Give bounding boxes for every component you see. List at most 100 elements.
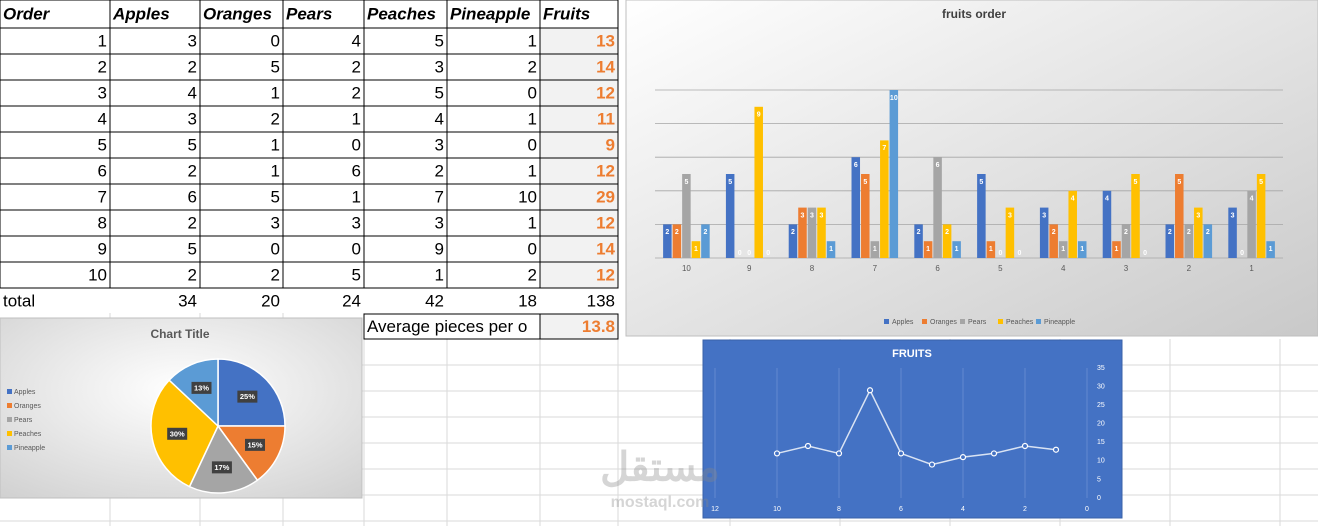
x-tick-label: 0 [1085,506,1089,513]
cell-text: 10 [518,187,537,206]
watermark: مستقل mostaql.com [600,446,720,512]
data-label: 2 [917,229,921,236]
cell-text: Pears [286,4,332,23]
cell-border [446,131,541,159]
bar [672,224,682,258]
data-label: 30% [170,429,185,438]
data-label: 0 [1017,250,1021,257]
cell-text: 1 [271,161,280,180]
bar [977,174,986,258]
cell-text: 5 [188,135,197,154]
cell-bg [540,54,618,80]
cell-text: Apples [112,4,170,23]
point [866,387,874,394]
cell-text: 0 [271,31,280,50]
bar [1165,224,1175,258]
watermark-text: مستقل [600,446,720,490]
legend-swatch [7,431,12,436]
bar [1131,174,1140,258]
x-tick-label: 10 [773,506,781,513]
data-label: 1 [1115,246,1119,253]
pie-slice [188,424,259,494]
point [835,450,843,457]
label-box [211,461,232,474]
bar [861,174,870,258]
legend-swatch [960,319,965,324]
cell-text: 3 [188,109,197,128]
bar [682,174,691,258]
data-label: 17% [214,463,229,472]
cell-text: 11 [597,109,615,128]
cell-border [109,53,201,81]
x-tick-label: 10 [682,264,691,273]
y-tick-label: 35 [1097,365,1105,372]
data-label: 5 [1259,179,1263,186]
cell-text: 9 [98,239,107,258]
bar [1184,224,1194,258]
data-label: 3 [820,212,824,219]
bar [1039,207,1049,258]
data-label: 13% [194,383,209,392]
legend-label: Apples [892,319,914,326]
bar [986,241,996,258]
data-label: 1 [955,246,959,253]
bar [942,224,952,258]
cell-text: 9 [606,135,615,154]
cell-text: 4 [352,31,361,50]
data-label: 1 [1080,246,1084,253]
label-box [245,438,266,451]
y-tick-label: 5 [1097,476,1101,483]
cell-text: 6 [98,161,107,180]
legend-label: Oranges [14,403,41,410]
x-tick-label: 6 [899,506,903,513]
legend-label: Apples [14,389,36,396]
cell-bg [540,184,618,210]
cell-text: 24 [342,291,361,310]
cell-text: 2 [352,57,361,76]
bar [701,224,710,258]
cell-bg [540,262,618,288]
point [1052,446,1060,453]
bar [889,90,899,258]
bar [725,174,735,258]
cell-text: 5 [98,135,107,154]
data-label: 4 [1105,196,1109,203]
cell-text: 12 [596,265,615,284]
x-tick-label: 8 [837,506,841,513]
data-label: 0 [1240,250,1244,257]
data-label: 5 [1134,179,1138,186]
cell-text: 3 [435,213,444,232]
legend-label: Peaches [14,431,42,438]
bar [826,241,836,258]
cell-bg [540,106,618,132]
legend-swatch [7,417,12,422]
cell-text: 0 [352,135,361,154]
cell-border [0,79,111,107]
cell-text: 7 [435,187,444,206]
cell-text: 6 [188,187,197,206]
bar [1077,241,1087,258]
x-tick-label: 12 [711,506,719,513]
cell-border [109,183,201,211]
point [990,450,998,457]
cell-text: 4 [435,109,444,128]
data-label: 5 [728,179,732,186]
cell-border [446,261,541,289]
data-label: 2 [1206,229,1210,236]
cell-text: 0 [271,239,280,258]
data-label: 5 [684,179,688,186]
cell-text: 14 [596,57,615,76]
cell-text: 3 [435,57,444,76]
cell-text: Pineapple [450,4,530,23]
cell-text: 34 [178,291,197,310]
legend-swatch [1036,319,1041,324]
bar [1256,174,1266,258]
legend-label: Pineapple [14,445,45,452]
y-tick-label: 0 [1097,495,1101,502]
label-box [191,381,212,394]
cell-text: 20 [261,291,280,310]
legend-label: Pears [14,417,33,424]
cell-text: 4 [188,83,197,102]
cell-border [446,209,541,237]
